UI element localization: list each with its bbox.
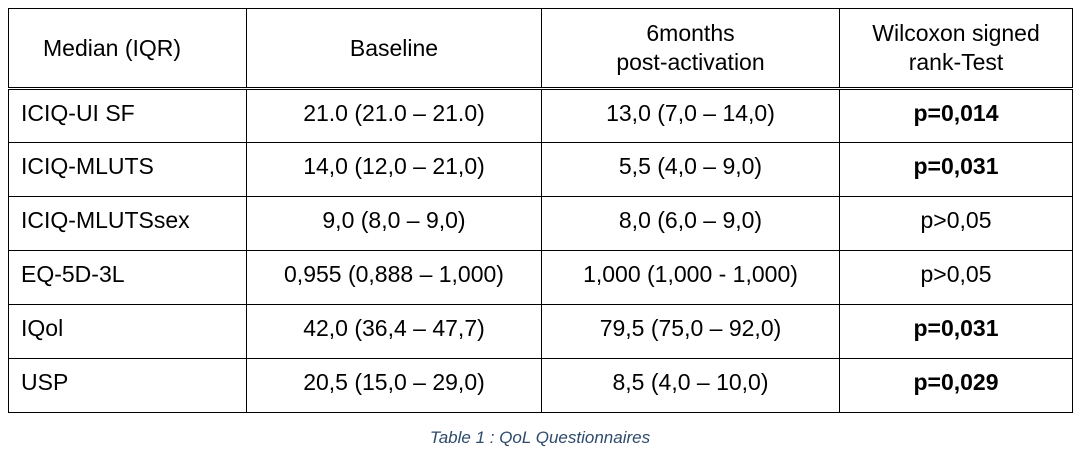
baseline-cell: 14,0 (12,0 – 21,0) [246, 142, 542, 197]
header-median-iqr: Median (IQR) [8, 8, 247, 90]
table-row: ICIQ-MLUTSsex 9,0 (8,0 – 9,0) 8,0 (6,0 –… [8, 196, 1073, 251]
table-caption: Table 1 : QoL Questionnaires [429, 428, 651, 447]
baseline-cell: 0,955 (0,888 – 1,000) [246, 250, 542, 305]
row-label: EQ-5D-3L [8, 250, 247, 305]
row-label: ICIQ-MLUTS [8, 142, 247, 197]
post-activation-cell: 8,0 (6,0 – 9,0) [541, 196, 840, 251]
baseline-cell: 20,5 (15,0 – 29,0) [246, 358, 542, 413]
table-row: EQ-5D-3L 0,955 (0,888 – 1,000) 1,000 (1,… [8, 250, 1073, 305]
baseline-cell: 42,0 (36,4 – 47,7) [246, 304, 542, 359]
qol-table-container: Median (IQR) Baseline 6months post-activ… [8, 8, 1073, 413]
p-value-cell: p=0,014 [839, 88, 1073, 143]
p-value-cell: p=0,031 [839, 142, 1073, 197]
post-activation-cell: 79,5 (75,0 – 92,0) [541, 304, 840, 359]
qol-table: Median (IQR) Baseline 6months post-activ… [8, 8, 1073, 413]
row-label: IQol [8, 304, 247, 359]
table-row: ICIQ-MLUTS 14,0 (12,0 – 21,0) 5,5 (4,0 –… [8, 142, 1073, 197]
post-activation-cell: 8,5 (4,0 – 10,0) [541, 358, 840, 413]
table-row: USP 20,5 (15,0 – 29,0) 8,5 (4,0 – 10,0) … [8, 358, 1073, 413]
table-row: ICIQ-UI SF 21.0 (21.0 – 21.0) 13,0 (7,0 … [8, 88, 1073, 143]
p-value-cell: p=0,031 [839, 304, 1073, 359]
baseline-cell: 9,0 (8,0 – 9,0) [246, 196, 542, 251]
p-value-cell: p>0,05 [839, 196, 1073, 251]
header-row: Median (IQR) Baseline 6months post-activ… [8, 8, 1073, 90]
row-label: USP [8, 358, 247, 413]
baseline-cell: 21.0 (21.0 – 21.0) [246, 88, 542, 143]
header-6months-post-activation: 6months post-activation [541, 8, 840, 90]
p-value-cell: p>0,05 [839, 250, 1073, 305]
post-activation-cell: 5,5 (4,0 – 9,0) [541, 142, 840, 197]
header-baseline: Baseline [246, 8, 542, 90]
row-label: ICIQ-UI SF [8, 88, 247, 143]
post-activation-cell: 13,0 (7,0 – 14,0) [541, 88, 840, 143]
table-row: IQol 42,0 (36,4 – 47,7) 79,5 (75,0 – 92,… [8, 304, 1073, 359]
p-value-cell: p=0,029 [839, 358, 1073, 413]
row-label: ICIQ-MLUTSsex [8, 196, 247, 251]
post-activation-cell: 1,000 (1,000 - 1,000) [541, 250, 840, 305]
header-wilcoxon-test: Wilcoxon signed rank-Test [839, 8, 1073, 90]
table-body: ICIQ-UI SF 21.0 (21.0 – 21.0) 13,0 (7,0 … [8, 88, 1073, 413]
table-header: Median (IQR) Baseline 6months post-activ… [8, 8, 1073, 90]
